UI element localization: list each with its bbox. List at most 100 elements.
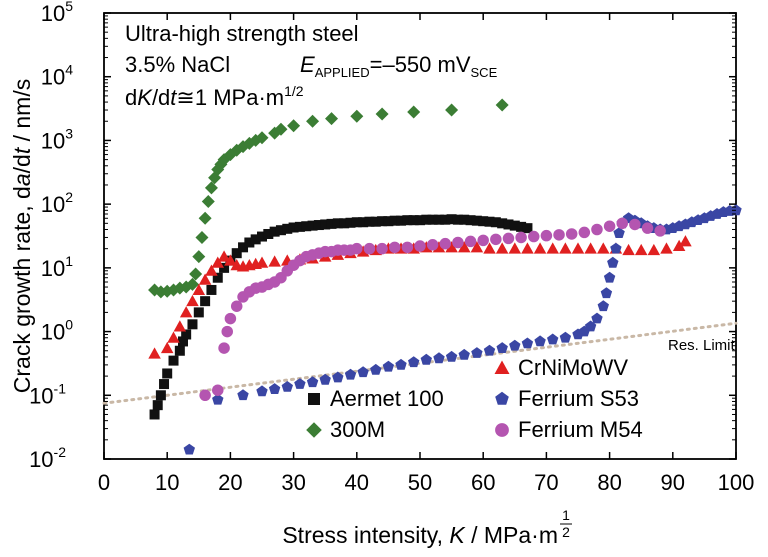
data-series-layer	[148, 98, 742, 455]
data-point	[547, 333, 559, 345]
data-point	[339, 218, 350, 229]
data-point	[490, 217, 501, 228]
data-point	[274, 122, 288, 136]
data-point	[641, 222, 654, 234]
data-point	[192, 250, 206, 264]
x-tick-label: 70	[534, 470, 558, 495]
data-point	[597, 242, 610, 254]
data-point	[320, 219, 331, 230]
data-point	[672, 239, 686, 252]
data-point	[471, 347, 483, 358]
data-point	[452, 214, 463, 225]
data-point	[244, 237, 255, 248]
data-point	[534, 335, 546, 347]
data-point	[192, 283, 206, 295]
data-point	[616, 217, 628, 230]
data-point	[183, 443, 195, 455]
data-point	[647, 243, 661, 256]
y-tick-label: 102	[41, 189, 73, 217]
data-point	[402, 215, 413, 226]
data-point	[356, 245, 370, 257]
data-point	[679, 235, 692, 247]
data-point	[230, 300, 243, 312]
y-tick-label: 100	[41, 317, 73, 345]
data-point	[306, 114, 320, 128]
data-point	[174, 345, 185, 356]
data-point	[533, 242, 547, 254]
data-point	[160, 341, 174, 354]
data-point	[282, 223, 293, 234]
data-point	[212, 393, 224, 405]
data-point	[440, 214, 451, 225]
data-point	[408, 356, 420, 368]
data-point	[401, 241, 414, 254]
data-point	[559, 242, 572, 254]
x-tick-label: 50	[408, 470, 432, 495]
data-point	[521, 242, 534, 254]
data-point	[502, 232, 515, 245]
data-point	[445, 350, 458, 362]
annotation-applied-potential: EAPPLIED=–550 mVSCE	[300, 52, 498, 80]
x-tick-label: 40	[345, 470, 369, 495]
data-point	[553, 229, 565, 241]
data-point	[201, 195, 215, 209]
data-point	[509, 220, 520, 231]
data-point	[458, 348, 470, 360]
data-point	[345, 217, 356, 228]
data-point	[578, 226, 591, 239]
data-point	[268, 383, 281, 394]
data-point	[199, 389, 211, 402]
y-tick-label: 10-1	[29, 380, 66, 408]
data-point	[301, 221, 312, 232]
annotation-environment: 3.5% NaCl	[125, 52, 230, 77]
res-limit-label: Res. Limit	[668, 337, 736, 354]
data-point	[148, 347, 161, 359]
data-point	[325, 112, 339, 126]
data-point	[255, 256, 269, 268]
x-tick-label: 10	[155, 470, 179, 495]
data-point	[483, 242, 496, 254]
data-point	[200, 296, 211, 307]
data-point	[218, 342, 230, 354]
data-point	[415, 215, 425, 226]
data-point	[540, 229, 553, 242]
data-point	[195, 230, 209, 244]
y-tick-label: 10-2	[29, 444, 66, 472]
data-point	[414, 240, 426, 252]
data-point	[597, 300, 609, 312]
legend-marker	[308, 393, 320, 405]
data-point	[269, 226, 280, 237]
data-point	[212, 272, 223, 283]
data-point	[407, 105, 421, 119]
data-point	[613, 227, 625, 238]
data-point	[198, 273, 212, 285]
data-point	[363, 242, 376, 255]
x-axis-title-text: Stress intensity, K / MPa·m	[282, 522, 558, 548]
data-point	[168, 355, 179, 366]
data-point	[231, 248, 242, 259]
data-point	[433, 214, 444, 225]
resolution-limit-line	[102, 321, 738, 405]
data-point	[268, 126, 282, 140]
data-point	[224, 254, 237, 266]
data-point	[288, 222, 299, 233]
data-point	[382, 360, 395, 372]
data-point	[167, 331, 180, 343]
data-point	[263, 228, 274, 239]
data-point	[471, 215, 482, 226]
data-point	[224, 312, 237, 325]
data-point	[237, 389, 249, 401]
data-point	[427, 214, 438, 225]
data-point	[181, 329, 192, 340]
series-300m	[148, 98, 509, 299]
data-point	[344, 368, 357, 380]
series-aermet-100	[149, 214, 533, 420]
data-point	[294, 221, 305, 232]
x-axis-exponent-denominator: 2	[562, 524, 570, 540]
data-point	[452, 236, 464, 249]
data-point	[603, 271, 616, 283]
data-point	[332, 371, 344, 383]
data-point	[193, 307, 204, 318]
data-point	[376, 242, 388, 255]
